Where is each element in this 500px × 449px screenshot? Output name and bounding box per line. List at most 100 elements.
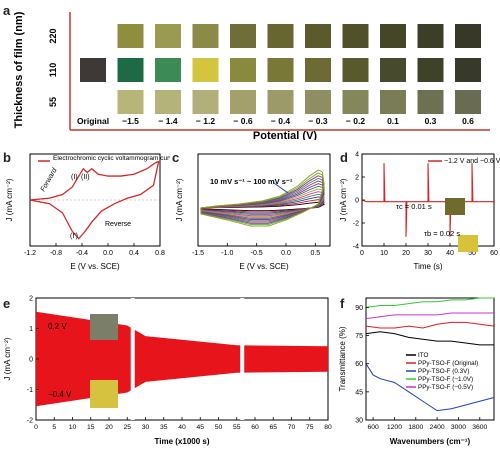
panel-f-series-line: [365, 297, 494, 308]
panel-e-chart: 0 5 10 15 20 25 30 35 40 45 50 55 60 65 70 75 80210-1-2 …: [3, 296, 332, 447]
panel-e-axis-break: [130, 298, 135, 420]
column-label: 0.3: [425, 116, 437, 126]
panel-b-legend: Electrochromic cyclic voltammogram curve: [53, 155, 170, 162]
film-swatch: [267, 24, 294, 48]
panel-d-xlabel: Time (s): [413, 262, 442, 271]
film-swatch: [342, 90, 369, 114]
panel-f-xlabel: Wavenumbers (cm⁻¹): [390, 437, 471, 446]
panel-e-xtick-label: 25: [123, 424, 131, 431]
panel-f-xtick-label: 2400: [430, 424, 445, 431]
film-swatch: [305, 24, 331, 48]
panel-e-ytick-label: -2: [27, 418, 33, 425]
panel-b-chart: -1.2 -0.8 -0.4 0.0 0.4 0.8 Electrochromic cyc…: [5, 153, 170, 271]
column-label: − 0.3: [308, 116, 327, 126]
panel-label-c: c: [172, 150, 180, 165]
panel-c-xlabel: E (V vs. SCE): [239, 262, 289, 271]
panel-e-ylabel: J (mA cm⁻²): [3, 337, 12, 380]
panel-c-ylabel: J (mA cm⁻²): [175, 178, 184, 221]
panel-f-ylabel: Transmittance (%): [338, 326, 347, 391]
column-label: −1.5: [122, 116, 139, 126]
panel-d-xtick-label: 10: [380, 250, 388, 257]
panel-e-swatch-dark: [90, 314, 118, 340]
film-swatch: [117, 58, 144, 82]
panel-d-ylabel: J (mA cm⁻²): [339, 178, 348, 221]
panel-f-frame: [365, 297, 495, 421]
column-label: 0.6: [462, 116, 474, 126]
panel-c-arrow: [273, 182, 289, 194]
panel-e-xtick-label: 30: [142, 424, 150, 431]
panel-f-series-line: [365, 331, 494, 346]
panel-c-xtick-label: 0.0: [281, 250, 291, 257]
film-swatch: [342, 24, 369, 48]
film-swatch: [305, 90, 331, 114]
panel-d-current-trace: [361, 163, 494, 237]
panel-f-series-line: [365, 312, 494, 320]
panel-d-xtick-label: 0: [360, 250, 364, 257]
panel-label-a: a: [3, 3, 11, 18]
panel-e-xtick-label: 75: [306, 424, 314, 431]
panel-e-xtick-label: 65: [269, 424, 277, 431]
film-swatch: [417, 90, 444, 114]
row-label-110: 110: [48, 63, 58, 78]
panel-e-xtick-label: 5: [52, 424, 56, 431]
panel-f-ytick-label: 45: [355, 389, 363, 396]
film-swatch: [455, 24, 481, 48]
panel-e-xtick-label: 80: [324, 424, 332, 431]
panel-d-tau-c: τc = 0.01 s: [396, 202, 432, 211]
panel-d-xtick-label: 20: [402, 250, 410, 257]
panel-label-f: f: [340, 296, 345, 311]
panel-e-ytick-label: 0: [29, 357, 33, 364]
panel-b-xtick-label: 0.8: [155, 250, 165, 257]
panel-label-b: b: [3, 150, 11, 165]
panel-d-xtick-label: 30: [424, 250, 432, 257]
panel-b-ylabel: J (mA cm⁻²): [5, 178, 14, 221]
panel-f-xtick-label: 600: [367, 424, 379, 431]
film-swatch: [417, 58, 444, 82]
panel-e-xtick-label: 0: [34, 424, 38, 431]
row-label-55: 55: [48, 97, 58, 107]
panel-f-xtick-label: 3000: [451, 424, 466, 431]
panel-c-scan-curve: [200, 169, 325, 227]
panel-b-peak-II: (II): [81, 174, 90, 181]
column-label: − 1.2: [196, 116, 215, 126]
panel-e-xtick-label: 15: [87, 424, 95, 431]
film-swatch: [155, 58, 181, 82]
panel-e-xlabel: Time (x1000 s): [155, 437, 210, 446]
panel-c-xtick-label: -1.0: [221, 250, 233, 257]
film-swatch: [230, 90, 256, 114]
film-swatch: [380, 90, 406, 114]
film-swatch: [192, 90, 219, 114]
panel-b-xtick-label: -1.2: [24, 250, 36, 257]
panel-f-xtick-label: 1800: [408, 424, 423, 431]
panel-e-ytick-label: 2: [29, 296, 33, 303]
panel-e-current-envelope: [36, 311, 328, 407]
panel-f-legend-entry: PPy-TSO-F (−0.5V): [418, 384, 473, 391]
panel-d-swatch-yellow: [458, 235, 478, 252]
panel-f-xtick-label: 1200: [387, 424, 402, 431]
panel-e-xtick-label: 45: [196, 424, 204, 431]
panel-b-peak-I: (I): [71, 174, 78, 181]
panel-e-xtick-label: 50: [215, 424, 223, 431]
panel-e-xtick-label: 10: [69, 424, 77, 431]
panel-d-ytick-label: 0: [355, 198, 359, 205]
film-swatch: [192, 24, 219, 48]
panel-b-reverse-label: Reverse: [105, 221, 131, 228]
panel-b-xtick-label: 0.4: [129, 250, 139, 257]
panel-b-xlabel: E (V vs. SCE): [70, 262, 120, 271]
panel-e-xtick-label: 20: [105, 424, 113, 431]
panel-a-xlabel: Potential (V): [253, 130, 318, 140]
panel-c-chart: -1.5 -1.0 -0.5 0.0 0.5 10 mV s⁻¹ ~ 100 mV s⁻…: [175, 153, 331, 271]
panel-e-axis-break: [240, 298, 245, 420]
film-swatch: [117, 24, 144, 48]
film-swatch: [230, 24, 256, 48]
panel-f-series-line: [365, 363, 495, 412]
panel-b-series-line: [29, 161, 160, 240]
panel-b-xtick-label: 0.0: [103, 250, 113, 257]
film-swatch: [380, 24, 406, 48]
panel-f-legend-entry: PPy-TSO-F (−1.0V): [418, 376, 473, 383]
column-label: − 0.6: [233, 116, 252, 126]
panel-d-ytick-label: 4: [355, 152, 359, 159]
panel-f-legend-entry: PPy-TSO-F (0.3V): [418, 368, 469, 375]
panel-b-xtick-label: -0.4: [76, 250, 88, 257]
